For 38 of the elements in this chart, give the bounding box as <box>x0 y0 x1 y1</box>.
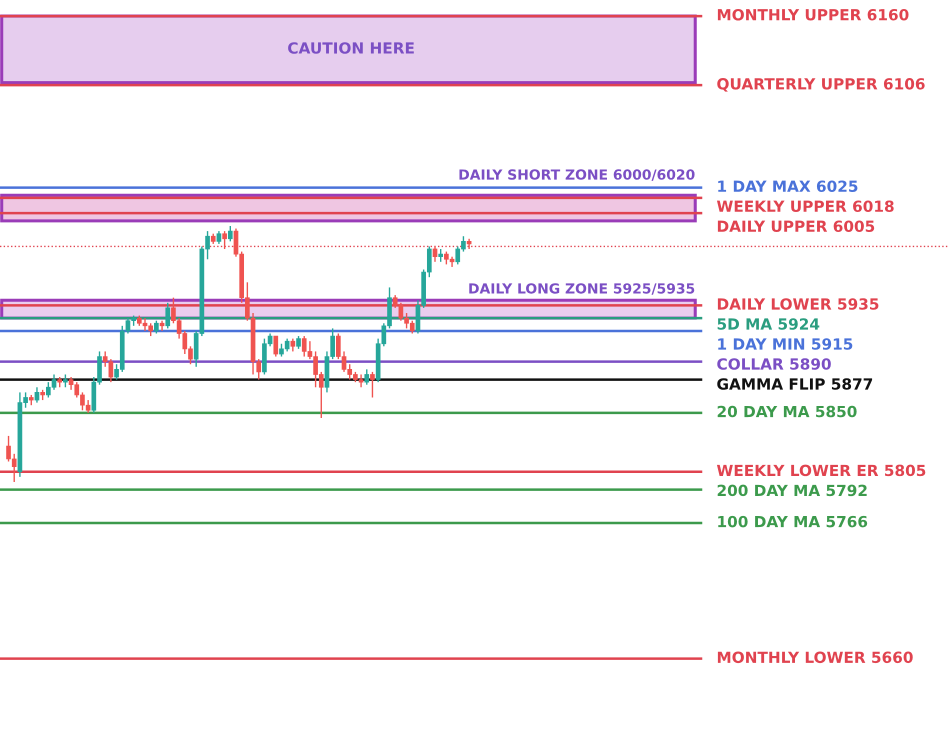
candlestick <box>364 368 370 386</box>
ref-line-label: 1 DAY MAX 6025 <box>718 180 858 192</box>
candlestick <box>438 248 444 263</box>
candlestick <box>216 230 222 245</box>
candlestick <box>34 386 40 404</box>
candlestick <box>154 320 159 334</box>
ref-line-label: 1 DAY MIN 5915 <box>718 338 852 350</box>
ref-line-label: DAILY LOWER 5935 <box>718 298 878 310</box>
ref-line-label: 200 DAY MA 5792 <box>718 484 867 496</box>
ref-line-label: 20 DAY MA 5850 <box>718 406 857 418</box>
candlestick <box>57 376 62 388</box>
band-label: DAILY LONG ZONE 5925/5935 <box>469 283 694 295</box>
ref-line-label: WEEKLY LOWER ER 5805 <box>716 464 926 476</box>
candlestick <box>28 394 34 406</box>
candlestick <box>210 232 216 245</box>
ref-line-label: GAMMA FLIP 5877 <box>717 378 872 390</box>
candlestick <box>222 230 227 250</box>
candlestick <box>273 335 278 358</box>
ref-line-label: WEEKLY UPPER 6018 <box>716 200 894 212</box>
candlestick <box>432 246 438 263</box>
candlestick <box>290 338 296 352</box>
band-label: CAUTION HERE <box>288 42 414 54</box>
ref-line-label: DAILY UPPER 6005 <box>718 220 874 232</box>
candlestick <box>63 374 68 388</box>
candlestick <box>370 371 375 398</box>
candlestick <box>466 238 472 250</box>
ref-line-label: MONTHLY UPPER 6160 <box>718 8 909 20</box>
band-label: DAILY SHORT ZONE 6000/6020 <box>459 169 695 181</box>
candlestick <box>160 320 164 332</box>
candlestick <box>228 225 233 242</box>
candlestick <box>296 335 301 350</box>
candlestick <box>165 302 170 330</box>
candlestick <box>40 389 45 401</box>
ref-line-label: 100 DAY MA 5766 <box>718 516 868 528</box>
ref-line-label: QUARTERLY UPPER 6106 <box>717 78 925 92</box>
ref-line-label: COLLAR 5890 <box>717 358 831 370</box>
ref-line-label: 5D MA 5924 <box>718 318 820 330</box>
ref-line-label: MONTHLY LOWER 5660 <box>718 652 913 664</box>
